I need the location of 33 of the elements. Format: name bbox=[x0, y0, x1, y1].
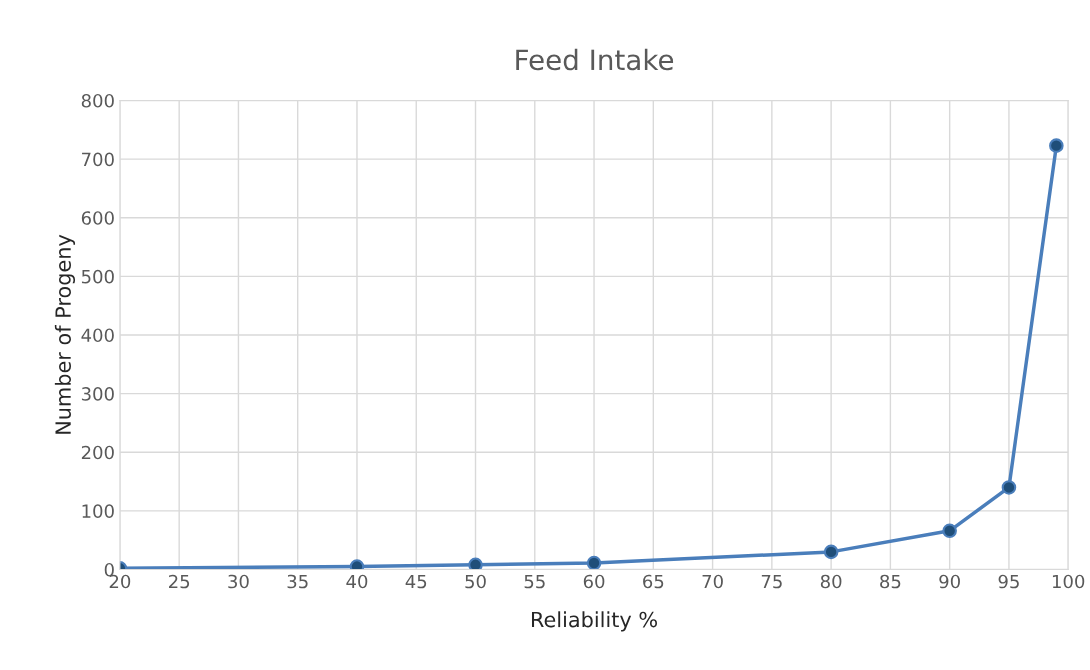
point bbox=[468, 557, 483, 570]
y-tick-label: 800 bbox=[81, 93, 114, 108]
x-tick-label: 85 bbox=[880, 574, 901, 589]
x-tick-label: 75 bbox=[761, 574, 782, 589]
x-tick-label: 100 bbox=[1052, 574, 1085, 589]
x-tick-label: 30 bbox=[228, 574, 249, 589]
y-tick-label: 100 bbox=[82, 504, 114, 518]
x-axis-title: Reliability % bbox=[531, 611, 657, 632]
x-tick-label: 95 bbox=[998, 574, 1019, 589]
x-tick-label: 65 bbox=[643, 574, 664, 589]
x-tick-label: 35 bbox=[287, 574, 308, 589]
y-tick-label: 300 bbox=[81, 387, 114, 401]
chart-title: Feed Intake bbox=[516, 48, 674, 71]
point bbox=[586, 555, 602, 570]
y-tick-label: 500 bbox=[81, 269, 114, 284]
x-tick-label: 80 bbox=[820, 574, 842, 589]
point bbox=[1049, 138, 1064, 153]
x-tick-label: 50 bbox=[465, 574, 486, 589]
x-tick-label: 45 bbox=[405, 574, 427, 589]
y-tick-label: 700 bbox=[82, 152, 114, 167]
x-tick-label: 90 bbox=[939, 574, 960, 589]
x-tick-label: 25 bbox=[169, 574, 190, 589]
point bbox=[942, 523, 957, 539]
x-tick-label: 55 bbox=[524, 574, 545, 589]
y-axis-title: Number of Progeny bbox=[54, 234, 76, 434]
x-tick-label: 40 bbox=[346, 574, 368, 589]
y-tick-label: 400 bbox=[81, 328, 114, 343]
x-tick-label: 70 bbox=[702, 574, 723, 589]
y-tick-label: 600 bbox=[81, 211, 114, 225]
y-tick-label: 200 bbox=[81, 445, 114, 460]
x-tick-label: 60 bbox=[583, 574, 605, 589]
point bbox=[823, 544, 839, 560]
point bbox=[1001, 480, 1017, 495]
